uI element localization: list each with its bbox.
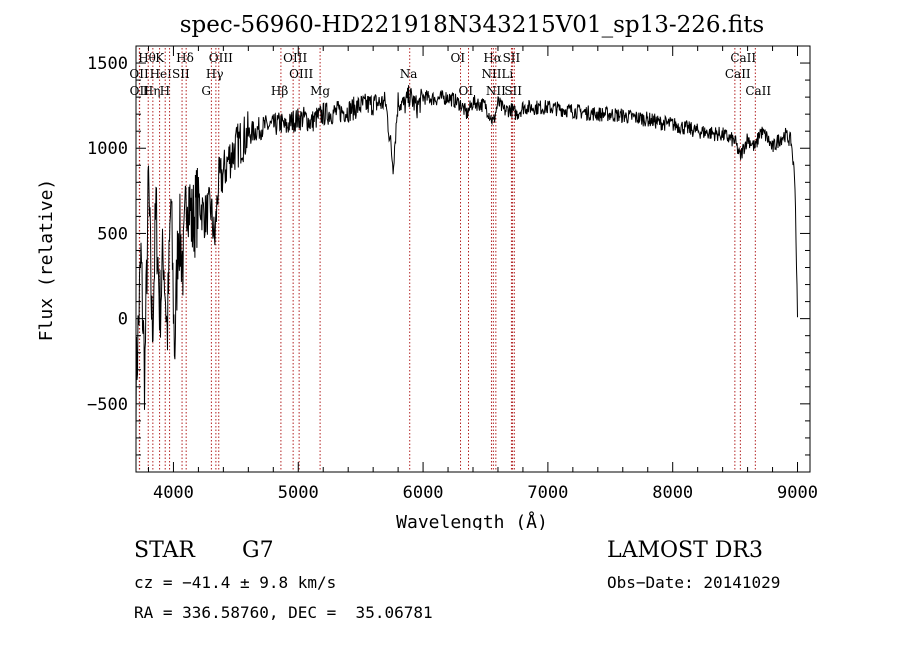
line-marker-label: OI bbox=[459, 84, 474, 98]
line-marker-label: NII bbox=[481, 67, 501, 81]
redshift-velocity: cz = −41.4 ± 9.8 km/s bbox=[134, 573, 337, 592]
line-marker-label: SII bbox=[503, 51, 521, 65]
line-marker-label: K bbox=[155, 51, 165, 65]
line-marker-label: CaII bbox=[725, 67, 751, 81]
survey-name: LAMOST DR3 bbox=[607, 538, 763, 563]
line-marker-label: Hβ bbox=[271, 84, 288, 98]
line-marker-label: H bbox=[160, 84, 170, 98]
y-tick-label: −500 bbox=[87, 395, 128, 415]
y-tick-label: 500 bbox=[97, 224, 128, 244]
series-layer bbox=[135, 85, 798, 432]
line-marker-label: OIII bbox=[289, 67, 313, 81]
x-tick-label: 7000 bbox=[527, 483, 568, 503]
line-marker-label: OII bbox=[130, 84, 150, 98]
y-tick-label: 1000 bbox=[87, 139, 128, 159]
line-marker-label: NII bbox=[486, 84, 506, 98]
line-marker-label: CaII bbox=[745, 84, 771, 98]
line-marker-label: Na bbox=[400, 67, 418, 81]
line-marker-label: Li bbox=[501, 67, 513, 81]
spectrum-chart: spec-56960-HD221918N343215V01_sp13-226.f… bbox=[36, 12, 818, 530]
line-marker-label: SII bbox=[172, 67, 190, 81]
line-marker-label: Hθ bbox=[138, 51, 156, 65]
line-marker-label: OIII bbox=[209, 51, 233, 65]
coordinates: RA = 336.58760, DEC = 35.06781 bbox=[134, 603, 433, 622]
subclass: G7 bbox=[242, 538, 274, 563]
y-axis-label: Flux (relative) bbox=[36, 179, 57, 342]
line-marker-label: Hα bbox=[483, 51, 502, 65]
x-axis-label: Wavelength (Å) bbox=[396, 511, 548, 530]
line-marker-label: Hη bbox=[143, 84, 161, 98]
observation-date: Obs−Date: 20141029 bbox=[607, 573, 781, 592]
y-tick-label: 1500 bbox=[87, 54, 128, 74]
x-tick-label: 5000 bbox=[278, 483, 319, 503]
y-tick-label: 0 bbox=[118, 310, 128, 330]
line-marker-label: Hδ bbox=[176, 51, 194, 65]
object-class: STAR bbox=[134, 538, 195, 563]
line-marker-label: Mg bbox=[310, 84, 330, 98]
chart-title: spec-56960-HD221918N343215V01_sp13-226.f… bbox=[180, 12, 765, 38]
x-tick-label: 4000 bbox=[153, 483, 194, 503]
line-marker-label: SII bbox=[504, 84, 522, 98]
series-line-flux bbox=[135, 85, 798, 432]
line-marker-label: OI bbox=[451, 51, 466, 65]
axis-ticks: 4000 5000 6000 7000 8000 9000 −500 0 500 1000 1500 bbox=[87, 45, 818, 503]
line-marker-label: HeI bbox=[150, 67, 173, 81]
x-tick-label: 8000 bbox=[652, 483, 693, 503]
line-marker-label: Hγ bbox=[206, 67, 224, 81]
line-marker-label: OIII bbox=[283, 51, 307, 65]
x-tick-label: 9000 bbox=[777, 483, 818, 503]
x-tick-label: 6000 bbox=[403, 483, 444, 503]
line-marker-label: G bbox=[201, 84, 211, 98]
plot-frame bbox=[135, 45, 811, 473]
line-marker-label: CaII bbox=[730, 51, 756, 65]
